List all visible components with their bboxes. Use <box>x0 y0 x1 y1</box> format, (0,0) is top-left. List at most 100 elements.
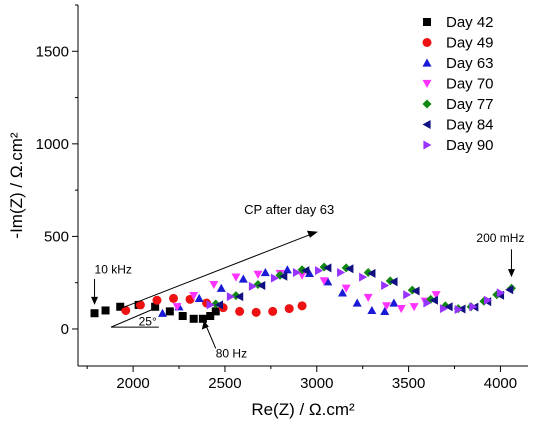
data-point <box>198 314 207 323</box>
cp-label: CP after day 63 <box>244 202 334 217</box>
data-point <box>454 305 463 315</box>
data-point <box>439 304 449 314</box>
data-point <box>396 305 406 314</box>
y-tick-label: 500 <box>44 228 69 245</box>
legend-marker <box>423 18 431 26</box>
data-point <box>235 306 245 316</box>
legend-marker <box>422 58 432 67</box>
data-point <box>260 268 270 277</box>
data-point <box>363 293 373 303</box>
data-point <box>257 280 266 290</box>
data-point <box>429 295 438 305</box>
y-tick-label: 1000 <box>36 136 69 153</box>
data-point <box>345 264 354 274</box>
plot-area <box>90 262 516 323</box>
data-point <box>135 300 145 310</box>
y-axis-title: -Im(Z) / Ω.cm² <box>7 132 26 239</box>
data-point <box>444 302 453 312</box>
legend-marker <box>422 120 431 129</box>
data-point <box>238 274 248 283</box>
axes: 2000 2500 3000 3500 4000 0 500 1000 1500 Re(Z) / … <box>7 4 528 419</box>
arrow-80hz-head <box>201 320 209 330</box>
data-point <box>284 304 294 314</box>
data-point <box>367 305 377 315</box>
data-point <box>235 292 244 302</box>
data-point <box>367 268 376 278</box>
legend-marker <box>422 79 432 88</box>
data-point <box>359 272 368 282</box>
legend-marker <box>423 140 432 150</box>
legend-label: Day 90 <box>446 137 494 154</box>
legend-marker <box>422 99 432 109</box>
data-point <box>337 288 347 297</box>
data-point <box>319 277 329 286</box>
data-point <box>496 288 505 298</box>
data-point <box>206 300 215 310</box>
x-axis-title: Re(Z) / Ω.cm² <box>251 400 355 419</box>
data-point <box>315 266 324 276</box>
data-point <box>151 302 160 311</box>
data-point <box>90 309 99 318</box>
data-point <box>297 271 307 280</box>
y-tick-label: 0 <box>61 321 69 338</box>
cp-arrow-head <box>306 230 318 238</box>
data-point <box>169 293 179 303</box>
data-point <box>270 273 280 283</box>
data-point <box>251 307 261 317</box>
label-10khz: 10 kHz <box>95 262 132 276</box>
data-point <box>121 305 131 315</box>
data-point <box>279 271 288 281</box>
data-point <box>253 270 263 279</box>
data-point <box>323 277 333 286</box>
data-point <box>172 303 182 312</box>
legend-label: Day 63 <box>446 55 494 72</box>
x-tick-label: 3000 <box>300 375 333 392</box>
data-point <box>304 268 314 278</box>
data-point <box>323 263 332 273</box>
data-point <box>194 293 204 303</box>
x-tick-label: 2500 <box>208 375 241 392</box>
x-tick-label: 3500 <box>392 375 425 392</box>
data-point <box>165 307 174 316</box>
legend-label: Day 42 <box>446 14 494 31</box>
angle-slope-line <box>110 306 160 328</box>
arrow-200mhz-head <box>507 269 515 278</box>
label-80hz: 80 Hz <box>216 347 247 361</box>
data-point <box>226 292 235 302</box>
data-point <box>403 290 412 300</box>
data-point <box>423 298 432 308</box>
data-point <box>380 306 390 315</box>
data-point <box>209 280 219 290</box>
data-point <box>268 306 278 316</box>
angle-label: 25° <box>139 314 157 328</box>
data-point <box>297 301 307 311</box>
data-point <box>431 291 441 300</box>
data-point <box>206 312 215 321</box>
y-tick-label: 1500 <box>36 43 69 60</box>
annotations: CP after day 63 25° 10 kHz 80 Hz 200 mHz <box>91 202 524 361</box>
data-point <box>189 314 198 323</box>
data-point <box>211 307 220 316</box>
cp-arrow-line <box>120 232 316 310</box>
data-point <box>341 284 351 293</box>
x-tick-label: 2000 <box>116 375 149 392</box>
series-day-70 <box>172 269 441 314</box>
data-point <box>411 286 420 296</box>
data-point <box>152 295 162 305</box>
data-point <box>301 266 310 276</box>
data-point <box>231 273 241 282</box>
data-point <box>381 280 390 290</box>
data-point <box>352 298 362 307</box>
legend-label: Day 49 <box>446 35 494 52</box>
data-point <box>116 302 125 311</box>
data-point <box>483 295 493 305</box>
data-point <box>337 268 346 278</box>
data-point <box>248 281 257 291</box>
legend-label: Day 84 <box>446 117 494 134</box>
data-point <box>409 303 419 312</box>
data-point <box>189 292 199 301</box>
legend-label: Day 70 <box>446 76 494 93</box>
data-point <box>178 312 187 321</box>
data-point <box>282 265 292 274</box>
data-point <box>505 285 514 295</box>
